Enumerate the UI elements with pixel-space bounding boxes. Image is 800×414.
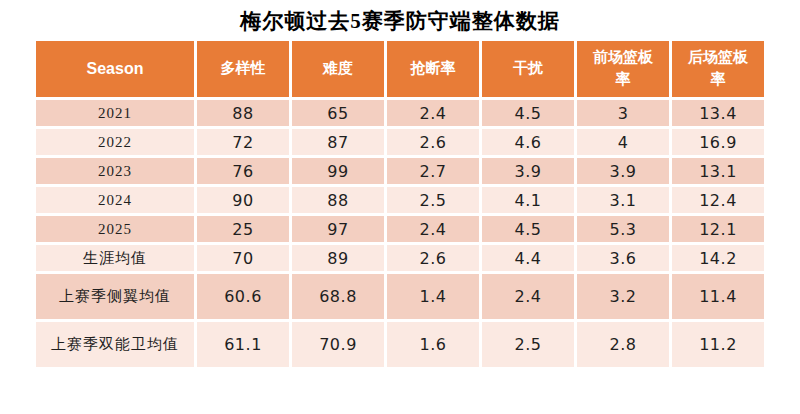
table-cell: 76 bbox=[197, 158, 289, 184]
table-cell: 13.4 bbox=[672, 100, 764, 126]
row-label: 上赛季侧翼均值 bbox=[36, 274, 194, 319]
table-cell: 2.6 bbox=[387, 129, 479, 155]
table-cell: 2.8 bbox=[577, 322, 669, 367]
row-label: 2023 bbox=[36, 158, 194, 184]
table-cell: 11.4 bbox=[672, 274, 764, 319]
row-label: 2025 bbox=[36, 216, 194, 242]
table-cell: 89 bbox=[292, 245, 384, 271]
table-cell: 4.5 bbox=[482, 100, 574, 126]
table-cell: 4.6 bbox=[482, 129, 574, 155]
table-cell: 3.6 bbox=[577, 245, 669, 271]
table-row-2022: 2022 72 87 2.6 4.6 4 16.9 bbox=[36, 129, 764, 155]
table-cell: 2.5 bbox=[387, 187, 479, 213]
table-row-combo-guard-avg: 上赛季双能卫均值 61.1 70.9 1.6 2.5 2.8 11.2 bbox=[36, 322, 764, 367]
table-cell: 3.2 bbox=[577, 274, 669, 319]
table-cell: 4.1 bbox=[482, 187, 574, 213]
table-cell: 5.3 bbox=[577, 216, 669, 242]
table-cell: 68.8 bbox=[292, 274, 384, 319]
column-header-diversity: 多样性 bbox=[197, 41, 289, 97]
table-row-2023: 2023 76 99 2.7 3.9 3.9 13.1 bbox=[36, 158, 764, 184]
page: 梅尔顿过去5赛季防守端整体数据 Season 多样性 难度 抢断率 干扰 前场篮… bbox=[0, 0, 800, 414]
table-title: 梅尔顿过去5赛季防守端整体数据 bbox=[0, 0, 800, 35]
table-cell: 88 bbox=[197, 100, 289, 126]
table-cell: 2.7 bbox=[387, 158, 479, 184]
table-cell: 72 bbox=[197, 129, 289, 155]
row-label: 上赛季双能卫均值 bbox=[36, 322, 194, 367]
column-header-steal-rate: 抢断率 bbox=[387, 41, 479, 97]
table-cell: 12.4 bbox=[672, 187, 764, 213]
table-row-2024: 2024 90 88 2.5 4.1 3.1 12.4 bbox=[36, 187, 764, 213]
header-row: Season 多样性 难度 抢断率 干扰 前场篮板率 后场篮板率 bbox=[36, 41, 764, 97]
table-cell: 60.6 bbox=[197, 274, 289, 319]
table-row-2021: 2021 88 65 2.4 4.5 3 13.4 bbox=[36, 100, 764, 126]
table-row-wing-avg: 上赛季侧翼均值 60.6 68.8 1.4 2.4 3.2 11.4 bbox=[36, 274, 764, 319]
table-cell: 1.6 bbox=[387, 322, 479, 367]
table-cell: 2.4 bbox=[387, 100, 479, 126]
table-cell: 70 bbox=[197, 245, 289, 271]
table-cell: 11.2 bbox=[672, 322, 764, 367]
row-label: 2022 bbox=[36, 129, 194, 155]
table-cell: 13.1 bbox=[672, 158, 764, 184]
table-cell: 61.1 bbox=[197, 322, 289, 367]
table-cell: 4.4 bbox=[482, 245, 574, 271]
row-label: 2024 bbox=[36, 187, 194, 213]
column-header-difficulty: 难度 bbox=[292, 41, 384, 97]
row-label: 生涯均值 bbox=[36, 245, 194, 271]
table-cell: 25 bbox=[197, 216, 289, 242]
table-cell: 70.9 bbox=[292, 322, 384, 367]
table-cell: 88 bbox=[292, 187, 384, 213]
table-cell: 3.9 bbox=[577, 158, 669, 184]
table-cell: 90 bbox=[197, 187, 289, 213]
table-row-2025: 2025 25 97 2.4 4.5 5.3 12.1 bbox=[36, 216, 764, 242]
table-cell: 97 bbox=[292, 216, 384, 242]
column-header-season: Season bbox=[36, 41, 194, 97]
table-cell: 65 bbox=[292, 100, 384, 126]
table-cell: 2.5 bbox=[482, 322, 574, 367]
row-label: 2021 bbox=[36, 100, 194, 126]
table-cell: 16.9 bbox=[672, 129, 764, 155]
table-cell: 2.4 bbox=[482, 274, 574, 319]
table-cell: 2.6 bbox=[387, 245, 479, 271]
table-row-career-avg: 生涯均值 70 89 2.6 4.4 3.6 14.2 bbox=[36, 245, 764, 271]
column-header-dreb-rate: 后场篮板率 bbox=[672, 41, 764, 97]
table-cell: 3.9 bbox=[482, 158, 574, 184]
table-cell: 2.4 bbox=[387, 216, 479, 242]
table-cell: 4.5 bbox=[482, 216, 574, 242]
table-cell: 3 bbox=[577, 100, 669, 126]
table-cell: 99 bbox=[292, 158, 384, 184]
column-header-oreb-rate: 前场篮板率 bbox=[577, 41, 669, 97]
table-cell: 1.4 bbox=[387, 274, 479, 319]
table-cell: 4 bbox=[577, 129, 669, 155]
table-cell: 12.1 bbox=[672, 216, 764, 242]
table-cell: 87 bbox=[292, 129, 384, 155]
defense-stats-table: Season 多样性 难度 抢断率 干扰 前场篮板率 后场篮板率 2021 88… bbox=[33, 38, 767, 370]
table-cell: 3.1 bbox=[577, 187, 669, 213]
table-cell: 14.2 bbox=[672, 245, 764, 271]
column-header-disruption: 干扰 bbox=[482, 41, 574, 97]
